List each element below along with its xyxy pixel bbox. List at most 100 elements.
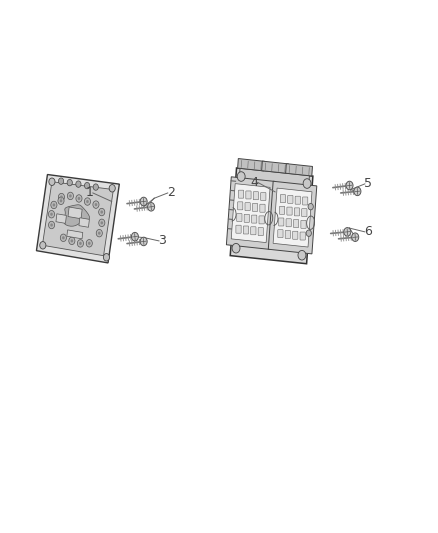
Text: 1: 1	[86, 187, 94, 199]
Circle shape	[303, 179, 311, 188]
Text: 3: 3	[158, 235, 166, 247]
Circle shape	[69, 195, 72, 198]
Circle shape	[76, 195, 82, 202]
Circle shape	[140, 197, 147, 206]
Circle shape	[60, 234, 67, 241]
Circle shape	[93, 201, 99, 208]
Circle shape	[50, 223, 53, 227]
FancyBboxPatch shape	[279, 218, 284, 226]
FancyBboxPatch shape	[301, 220, 306, 228]
Circle shape	[86, 239, 92, 247]
FancyBboxPatch shape	[236, 225, 241, 233]
Text: 5: 5	[364, 177, 372, 190]
Polygon shape	[79, 217, 89, 227]
FancyBboxPatch shape	[237, 202, 243, 210]
Circle shape	[51, 201, 57, 209]
FancyBboxPatch shape	[302, 208, 307, 216]
Circle shape	[306, 230, 311, 237]
Polygon shape	[239, 168, 309, 189]
FancyBboxPatch shape	[278, 230, 283, 238]
Circle shape	[67, 180, 72, 186]
Circle shape	[50, 213, 53, 216]
FancyBboxPatch shape	[286, 219, 291, 227]
FancyBboxPatch shape	[300, 232, 305, 240]
Circle shape	[71, 239, 73, 243]
Circle shape	[40, 241, 46, 249]
Circle shape	[99, 208, 105, 216]
Circle shape	[78, 197, 80, 200]
Circle shape	[354, 187, 361, 196]
Circle shape	[96, 229, 102, 237]
Circle shape	[67, 192, 74, 200]
Circle shape	[109, 184, 115, 192]
FancyBboxPatch shape	[280, 195, 286, 203]
Polygon shape	[64, 205, 89, 226]
FancyBboxPatch shape	[259, 216, 264, 224]
Circle shape	[49, 178, 55, 185]
Circle shape	[352, 233, 359, 241]
Circle shape	[85, 182, 90, 189]
FancyBboxPatch shape	[253, 192, 258, 200]
Polygon shape	[261, 161, 289, 173]
Circle shape	[140, 237, 147, 246]
Polygon shape	[230, 168, 313, 264]
Text: 6: 6	[364, 225, 372, 238]
Circle shape	[78, 240, 84, 247]
Circle shape	[298, 251, 306, 260]
Circle shape	[98, 231, 101, 235]
Circle shape	[103, 254, 110, 261]
Circle shape	[62, 236, 65, 239]
Circle shape	[79, 242, 82, 245]
Polygon shape	[238, 158, 265, 171]
Polygon shape	[268, 181, 317, 254]
FancyBboxPatch shape	[303, 197, 308, 205]
FancyBboxPatch shape	[285, 230, 290, 238]
Polygon shape	[231, 184, 270, 243]
Circle shape	[60, 196, 63, 199]
FancyBboxPatch shape	[293, 220, 299, 228]
Circle shape	[49, 211, 55, 218]
Circle shape	[86, 200, 89, 203]
Circle shape	[344, 228, 351, 236]
Circle shape	[69, 237, 75, 245]
Circle shape	[131, 232, 138, 241]
FancyBboxPatch shape	[258, 228, 263, 236]
Circle shape	[85, 198, 91, 205]
Text: 4: 4	[250, 176, 258, 189]
FancyBboxPatch shape	[288, 196, 293, 204]
Circle shape	[58, 197, 64, 205]
Circle shape	[148, 203, 155, 211]
Polygon shape	[36, 174, 119, 263]
Circle shape	[237, 172, 245, 181]
FancyBboxPatch shape	[279, 206, 285, 214]
Circle shape	[99, 219, 105, 227]
Polygon shape	[67, 230, 83, 239]
Circle shape	[53, 204, 55, 207]
FancyBboxPatch shape	[260, 204, 265, 212]
FancyBboxPatch shape	[252, 204, 258, 212]
Polygon shape	[286, 164, 312, 176]
Circle shape	[100, 211, 103, 214]
FancyBboxPatch shape	[244, 226, 249, 234]
Circle shape	[60, 199, 62, 203]
Text: 2: 2	[167, 187, 175, 199]
Polygon shape	[56, 214, 67, 223]
FancyBboxPatch shape	[237, 214, 242, 222]
Circle shape	[232, 244, 240, 253]
FancyBboxPatch shape	[251, 227, 256, 235]
Polygon shape	[42, 182, 113, 256]
FancyBboxPatch shape	[238, 190, 244, 198]
Circle shape	[93, 184, 99, 190]
FancyBboxPatch shape	[295, 196, 300, 204]
Circle shape	[308, 204, 313, 210]
Circle shape	[346, 181, 353, 190]
Polygon shape	[226, 177, 275, 249]
Circle shape	[58, 178, 64, 184]
Circle shape	[58, 193, 64, 201]
Circle shape	[95, 203, 97, 206]
Polygon shape	[273, 188, 312, 247]
FancyBboxPatch shape	[244, 214, 249, 222]
Polygon shape	[68, 207, 82, 219]
FancyBboxPatch shape	[261, 192, 266, 200]
Circle shape	[88, 241, 91, 245]
